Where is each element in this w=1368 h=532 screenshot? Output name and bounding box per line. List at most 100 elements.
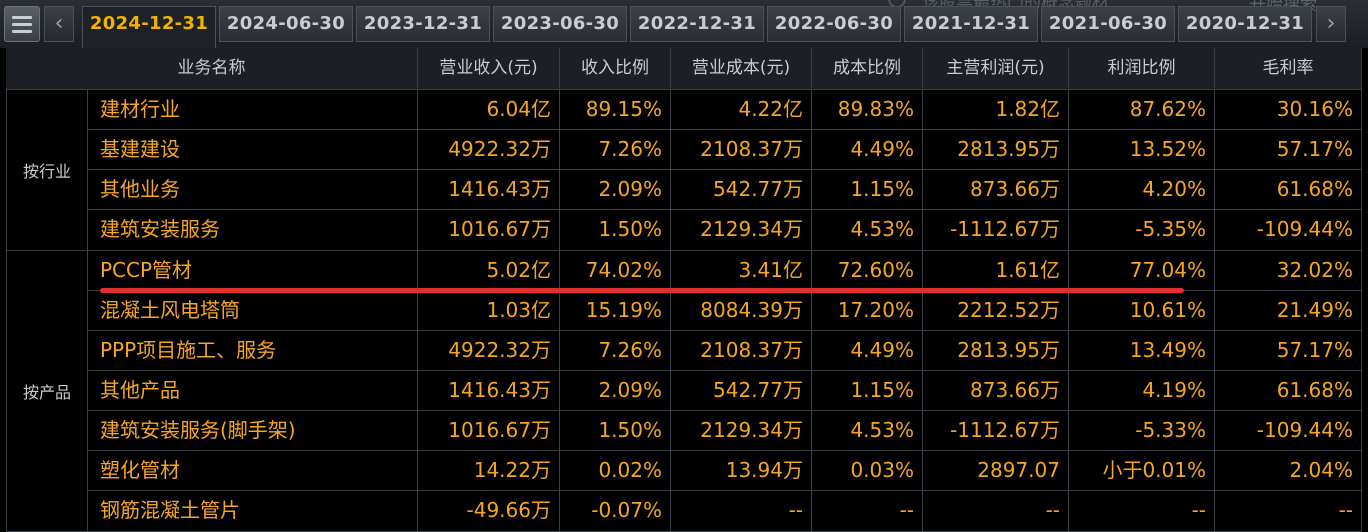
value-cell: 2813.95万	[923, 130, 1069, 169]
value-cell: 77.04%	[1069, 251, 1215, 290]
value-cell: 4.19%	[1069, 371, 1215, 410]
value-cell: 2.09%	[560, 170, 671, 209]
column-header[interactable]: 业务名称	[6, 48, 418, 90]
value-cell: 4922.32万	[418, 130, 560, 169]
value-cell: 72.60%	[812, 251, 923, 290]
column-header[interactable]: 主营利润(元)	[923, 48, 1069, 90]
table-row[interactable]: PPP项目施工、服务 4922.32万 7.26% 2108.37万 4.49% 2813…	[88, 331, 1362, 371]
column-header[interactable]: 收入比例	[560, 48, 671, 90]
business-name-cell: PPP项目施工、服务	[88, 331, 418, 370]
table-row[interactable]: 混凝土风电塔筒 1.03亿 15.19% 8084.39万 17.20% 2212.52万…	[88, 291, 1362, 331]
value-cell: 3.41亿	[671, 251, 812, 290]
value-cell: 4.53%	[812, 210, 923, 250]
tab-2023-06-30[interactable]: 2023-06-30	[493, 6, 627, 42]
value-cell: 13.49%	[1069, 331, 1215, 370]
value-cell: 873.66万	[923, 371, 1069, 410]
table-header: 业务名称 营业收入(元) 收入比例 营业成本(元) 成本比例 主营利润(元) 利润比例 毛利率	[6, 48, 1362, 90]
table-row[interactable]: 其他业务 1416.43万 2.09% 542.77万 1.15% 873.66万 4.20…	[88, 170, 1362, 210]
tab-2022-06-30[interactable]: 2022-06-30	[767, 6, 901, 42]
section-rows: PCCP管材 5.02亿 74.02% 3.41亿 72.60% 1.61亿 77.04% 3…	[88, 251, 1362, 531]
tab-2021-12-31[interactable]: 2021-12-31	[904, 6, 1038, 42]
value-cell: 61.68%	[1215, 371, 1362, 410]
period-tab-bar: 该股票最热门的概念题材 开始搜索 ‹ 2024-12-312024-06-302…	[0, 0, 1368, 48]
value-cell: 87.62%	[1069, 90, 1215, 129]
value-cell: 2.04%	[1215, 451, 1362, 490]
value-cell: 74.02%	[560, 251, 671, 290]
table-row[interactable]: 建筑安装服务(脚手架) 1016.67万 1.50% 2129.34万 4.53% -11…	[88, 411, 1362, 451]
column-header[interactable]: 利润比例	[1069, 48, 1215, 90]
value-cell: 5.02亿	[418, 251, 560, 290]
value-cell: 1416.43万	[418, 371, 560, 410]
value-cell: 14.22万	[418, 451, 560, 490]
tab-2024-12-31[interactable]: 2024-12-31	[82, 6, 216, 48]
value-cell: 1.50%	[560, 411, 671, 450]
value-cell: --	[1069, 491, 1215, 531]
value-cell: 4.49%	[812, 331, 923, 370]
value-cell: 7.26%	[560, 331, 671, 370]
value-cell: 89.83%	[812, 90, 923, 129]
value-cell: --	[812, 491, 923, 531]
value-cell: -5.33%	[1069, 411, 1215, 450]
tab-2024-06-30[interactable]: 2024-06-30	[219, 6, 353, 42]
business-name-cell: 混凝土风电塔筒	[88, 291, 418, 330]
business-name-cell: PCCP管材	[88, 251, 418, 290]
value-cell: 2897.07	[923, 451, 1069, 490]
value-cell: 4.20%	[1069, 170, 1215, 209]
next-tab-button[interactable]: ›	[1316, 6, 1346, 42]
value-cell: 61.68%	[1215, 170, 1362, 209]
value-cell: 0.02%	[560, 451, 671, 490]
table-row[interactable]: 建材行业 6.04亿 89.15% 4.22亿 89.83% 1.82亿 87.62% 30.…	[88, 90, 1362, 130]
value-cell: 57.17%	[1215, 130, 1362, 169]
prev-tab-button[interactable]: ‹	[44, 6, 74, 42]
table-row[interactable]: 其他产品 1416.43万 2.09% 542.77万 1.15% 873.66万 4.19…	[88, 371, 1362, 411]
table-row[interactable]: PCCP管材 5.02亿 74.02% 3.41亿 72.60% 1.61亿 77.04% 3…	[88, 251, 1362, 291]
value-cell: 1016.67万	[418, 210, 560, 250]
column-header[interactable]: 毛利率	[1215, 48, 1362, 90]
value-cell: -109.44%	[1215, 210, 1362, 250]
value-cell: 8084.39万	[671, 291, 812, 330]
hamburger-menu-icon[interactable]	[4, 6, 40, 42]
tab-2022-12-31[interactable]: 2022-12-31	[630, 6, 764, 42]
value-cell: 13.52%	[1069, 130, 1215, 169]
value-cell: 21.49%	[1215, 291, 1362, 330]
business-name-cell: 钢筋混凝土管片	[88, 491, 418, 531]
value-cell: 2108.37万	[671, 331, 812, 370]
value-cell: 1.03亿	[418, 291, 560, 330]
value-cell: -5.35%	[1069, 210, 1215, 250]
highlight-underline	[100, 288, 1184, 293]
business-name-cell: 建材行业	[88, 90, 418, 129]
value-cell: 1.82亿	[923, 90, 1069, 129]
table-row[interactable]: 基建建设 4922.32万 7.26% 2108.37万 4.49% 2813.95万 13…	[88, 130, 1362, 170]
value-cell: 10.61%	[1069, 291, 1215, 330]
business-composition-table: 业务名称 营业收入(元) 收入比例 营业成本(元) 成本比例 主营利润(元) 利润比例 毛利率…	[6, 48, 1362, 532]
value-cell: 1.61亿	[923, 251, 1069, 290]
value-cell: -49.66万	[418, 491, 560, 531]
table-row[interactable]: 建筑安装服务 1016.67万 1.50% 2129.34万 4.53% -1112.67…	[88, 210, 1362, 250]
value-cell: 小于0.01%	[1069, 451, 1215, 490]
value-cell: -0.07%	[560, 491, 671, 531]
value-cell: -1112.67万	[923, 210, 1069, 250]
tab-2020-12-31[interactable]: 2020-12-31	[1178, 6, 1312, 42]
table-row[interactable]: 钢筋混凝土管片 -49.66万 -0.07% -- -- -- -- --	[88, 491, 1362, 531]
value-cell: 89.15%	[560, 90, 671, 129]
value-cell: 1.15%	[812, 170, 923, 209]
section-by-product: 按产品 PCCP管材 5.02亿 74.02% 3.41亿 72.60% 1.61亿 77.0…	[6, 251, 1362, 532]
section-label: 按产品	[6, 251, 88, 531]
business-name-cell: 塑化管材	[88, 451, 418, 490]
column-header[interactable]: 营业成本(元)	[671, 48, 812, 90]
column-header[interactable]: 成本比例	[812, 48, 923, 90]
value-cell: 13.94万	[671, 451, 812, 490]
tab-2021-06-30[interactable]: 2021-06-30	[1041, 6, 1175, 42]
value-cell: 57.17%	[1215, 331, 1362, 370]
value-cell: -109.44%	[1215, 411, 1362, 450]
value-cell: 4.49%	[812, 130, 923, 169]
table-row[interactable]: 塑化管材 14.22万 0.02% 13.94万 0.03% 2897.07 小于0.01%…	[88, 451, 1362, 491]
value-cell: 542.77万	[671, 371, 812, 410]
business-name-cell: 其他产品	[88, 371, 418, 410]
value-cell: --	[1215, 491, 1362, 531]
tab-2023-12-31[interactable]: 2023-12-31	[356, 6, 490, 42]
value-cell: 873.66万	[923, 170, 1069, 209]
value-cell: 4.22亿	[671, 90, 812, 129]
value-cell: 1016.67万	[418, 411, 560, 450]
column-header[interactable]: 营业收入(元)	[418, 48, 560, 90]
